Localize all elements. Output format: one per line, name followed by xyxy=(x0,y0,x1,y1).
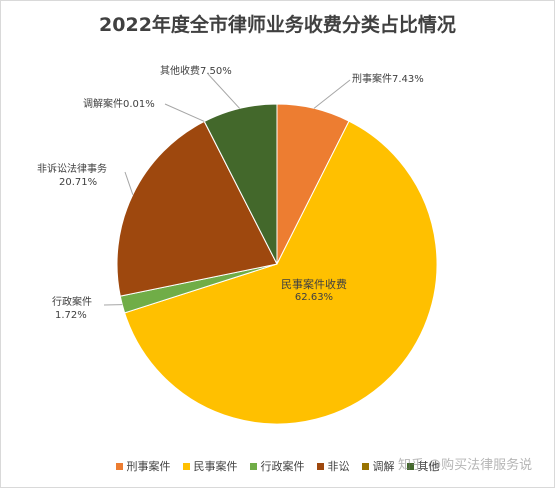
legend-swatch xyxy=(361,462,369,470)
legend-swatch xyxy=(406,462,414,470)
legend-item-mediation: 调解 xyxy=(361,458,395,474)
leader-line-mediation xyxy=(164,103,205,122)
legend-swatch xyxy=(316,462,324,470)
leader-line-criminal xyxy=(313,79,351,109)
slice-civil xyxy=(124,120,438,425)
legend-label: 调解 xyxy=(372,460,395,473)
legend-label: 刑事案件 xyxy=(126,460,171,473)
label-civil: 民事案件收费 62.63% xyxy=(281,278,347,303)
legend: 刑事案件 民事案件 行政案件 非讼 调解 其他 xyxy=(0,458,555,474)
legend-swatch xyxy=(182,462,190,470)
legend-label: 行政案件 xyxy=(260,460,305,473)
label-criminal: 刑事案件7.43% xyxy=(352,74,424,85)
slice-non-litigation xyxy=(116,120,278,297)
label-other: 其他收费7.50% xyxy=(160,66,232,77)
legend-item-administrative: 行政案件 xyxy=(249,458,305,474)
label-non-litigation: 非诉讼法律事务 20.71% xyxy=(37,164,107,188)
leader-line-non-litigation xyxy=(124,171,134,195)
legend-swatch xyxy=(249,462,257,470)
legend-item-civil: 民事案件 xyxy=(182,458,238,474)
watermark: 知乎 @购买法律服务说 xyxy=(398,458,533,473)
legend-item-non-litigation: 非讼 xyxy=(316,458,350,474)
label-administrative: 行政案件 1.72% xyxy=(52,297,92,321)
chart-title: 2022年度全市律师业务收费分类占比情况 xyxy=(99,14,456,36)
label-mediation: 调解案件0.01% xyxy=(83,99,155,110)
legend-item-other: 其他 xyxy=(406,458,440,474)
legend-label: 民事案件 xyxy=(193,460,238,473)
leader-line-other xyxy=(207,73,241,109)
legend-item-criminal: 刑事案件 xyxy=(115,458,171,474)
slice-other xyxy=(203,103,278,265)
legend-swatch xyxy=(115,462,123,470)
legend-label: 其他 xyxy=(417,460,440,473)
legend-label: 非讼 xyxy=(327,460,350,473)
